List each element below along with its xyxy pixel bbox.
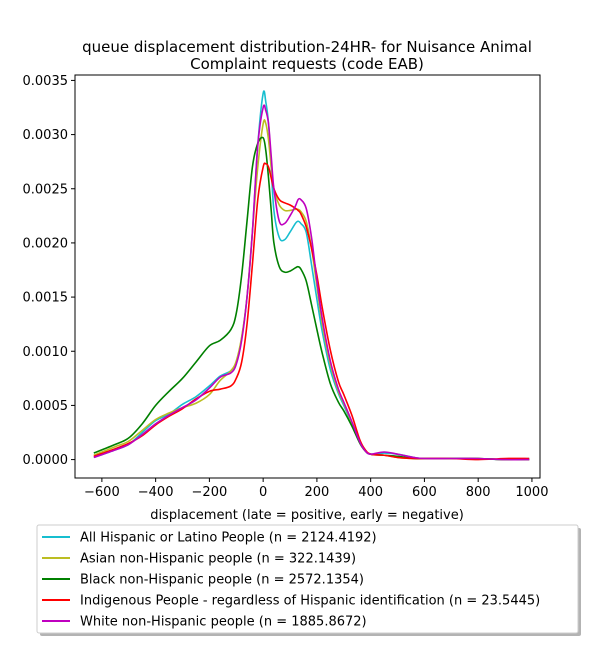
chart-title-line-1: queue displacement distribution-24HR- fo… [82,38,532,56]
legend-label-1: All Hispanic or Latino People (n = 2124.… [80,531,377,546]
series-line-5 [93,104,530,461]
y-tick-label: 0.0005 [23,399,69,414]
x-tick-label: −400 [138,485,174,500]
plot-frame [74,74,541,479]
legend-label-5: White non-Hispanic people (n = 1885.8672… [80,615,367,630]
x-tick-label: 600 [412,485,437,500]
y-tick-label: 0.0020 [23,236,69,251]
y-tick-label: 0.0025 [23,182,69,197]
x-tick-label: −600 [84,485,120,500]
legend: All Hispanic or Latino People (n = 2124.… [36,524,581,636]
series-layer [93,90,530,461]
y-tick-label: 0.0000 [23,453,69,468]
y-tick-label: 0.0030 [23,128,69,143]
x-tick-label: −200 [192,485,228,500]
x-tick-label: 800 [466,485,491,500]
x-tick-label: 0 [259,485,267,500]
x-axis: −600 −400 −200 0 200 400 600 800 1000 [84,478,548,500]
x-tick-label: 1000 [515,485,548,500]
y-tick-label: 0.0010 [23,345,69,360]
y-tick-label: 0.0015 [23,291,69,306]
y-tick-label: 0.0035 [23,74,69,89]
legend-label-4: Indigenous People - regardless of Hispan… [80,594,540,609]
x-tick-label: 400 [358,485,383,500]
legend-items: All Hispanic or Latino People (n = 2124.… [42,531,540,630]
x-tick-label: 200 [304,485,329,500]
y-axis: 0.0000 0.0005 0.0010 0.0015 0.0020 0.0025 0.00… [23,74,75,468]
x-axis-label: displacement (late = positive, early = n… [150,508,464,523]
legend-label-3: Black non-Hispanic people (n = 2572.1354… [80,573,364,588]
chart-title-line-2: Complaint requests (code EAB) [190,55,424,73]
chart-title: queue displacement distribution-24HR- fo… [82,38,532,73]
legend-box [36,524,579,634]
legend-label-2: Asian non-Hispanic people (n = 322.1439) [80,552,356,567]
